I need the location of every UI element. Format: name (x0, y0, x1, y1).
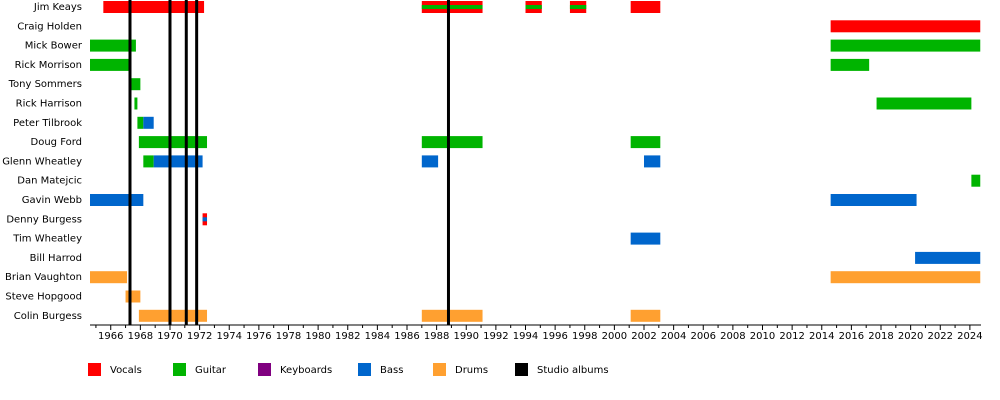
period-bar (630, 232, 661, 245)
period-bar (830, 20, 981, 33)
x-tick-label: 2024 (957, 331, 982, 342)
period-stripe (525, 5, 542, 9)
x-tick-label: 1978 (276, 331, 301, 342)
period-stripe (202, 217, 208, 222)
legend-swatch (515, 363, 528, 376)
legend-swatch (173, 363, 186, 376)
x-tick-label: 2010 (750, 331, 775, 342)
period-bar (630, 309, 661, 322)
period-bar (971, 174, 981, 187)
legend-swatch (88, 363, 101, 376)
x-tick-label: 2012 (779, 331, 804, 342)
period-bar (125, 290, 141, 303)
x-tick-label: 2022 (928, 331, 953, 342)
x-tick-label: 1988 (424, 331, 449, 342)
legend-label: Studio albums (537, 365, 609, 376)
x-tick-label: 2000 (602, 331, 627, 342)
member-label: Craig Holden (17, 21, 82, 32)
period-bar (90, 271, 128, 284)
x-tick-label: 1972 (187, 331, 212, 342)
legend-swatch (358, 363, 371, 376)
x-tick-label: 1970 (157, 331, 182, 342)
period-bar (143, 155, 154, 168)
member-label: Tim Wheatley (12, 234, 82, 245)
legend-swatch (433, 363, 446, 376)
x-tick-label: 1992 (483, 331, 508, 342)
member-label: Jim Keays (33, 2, 82, 13)
x-tick-label: 2002 (631, 331, 656, 342)
x-tick-label: 1966 (98, 331, 123, 342)
x-tick-label: 1998 (572, 331, 597, 342)
period-bar (915, 251, 981, 264)
x-tick-label: 1980 (305, 331, 330, 342)
period-bar (134, 97, 138, 110)
x-tick-label: 1996 (542, 331, 567, 342)
period-bar (630, 136, 661, 149)
period-bar (90, 39, 136, 52)
legend-label: Vocals (110, 365, 142, 376)
period-bar (830, 58, 870, 71)
period-bar (876, 97, 972, 110)
x-tick-label: 1990 (454, 331, 479, 342)
member-label: Bill Harrod (30, 253, 82, 264)
legend-label: Guitar (195, 365, 227, 376)
legend-label: Keyboards (280, 365, 332, 376)
period-bar (830, 194, 917, 206)
period-bar (421, 309, 483, 322)
member-label: Rick Harrison (16, 99, 82, 110)
member-label: Dan Matejcic (17, 176, 82, 187)
period-bar (138, 309, 208, 322)
x-tick-label: 1982 (335, 331, 360, 342)
period-bar (630, 1, 661, 13)
period-stripe (421, 5, 483, 9)
x-tick-label: 1968 (128, 331, 153, 342)
period-bar (90, 58, 132, 71)
legend-label: Bass (380, 365, 403, 376)
member-label: Peter Tilbrook (13, 118, 82, 129)
period-bar (143, 116, 154, 129)
period-bar (830, 271, 981, 284)
period-bar (644, 155, 661, 168)
period-bar (90, 194, 144, 206)
member-label: Gavin Webb (22, 195, 82, 206)
x-tick-label: 2016 (839, 331, 864, 342)
period-bar (131, 78, 141, 91)
period-bar (421, 136, 483, 149)
x-tick-label: 2008 (720, 331, 745, 342)
period-bar (103, 1, 205, 13)
x-tick-label: 2020 (898, 331, 923, 342)
member-label: Mick Bower (25, 41, 83, 52)
period-bar (137, 116, 144, 129)
legend-swatch (258, 363, 271, 376)
x-tick-label: 1986 (394, 331, 419, 342)
x-tick-label: 1994 (513, 331, 538, 342)
member-label: Colin Burgess (14, 311, 82, 322)
x-tick-label: 2014 (809, 331, 834, 342)
x-tick-label: 1984 (365, 331, 390, 342)
x-tick-label: 2004 (661, 331, 686, 342)
x-tick-label: 1976 (246, 331, 271, 342)
x-tick-label: 2006 (691, 331, 716, 342)
member-label: Doug Ford (31, 137, 82, 148)
x-tick-label: 1974 (217, 331, 242, 342)
x-tick-label: 2018 (868, 331, 893, 342)
member-label: Rick Morrison (15, 60, 82, 71)
member-label: Tony Sommers (8, 79, 82, 90)
member-label: Denny Burgess (6, 214, 82, 225)
period-bar (153, 155, 203, 168)
period-bar (830, 39, 981, 52)
member-label: Brian Vaughton (5, 272, 82, 283)
member-label: Glenn Wheatley (2, 156, 82, 167)
legend-label: Drums (455, 365, 488, 376)
period-bar (421, 155, 439, 168)
period-stripe (569, 5, 587, 9)
period-bar (138, 136, 208, 149)
member-label: Steve Hopgood (5, 292, 82, 303)
